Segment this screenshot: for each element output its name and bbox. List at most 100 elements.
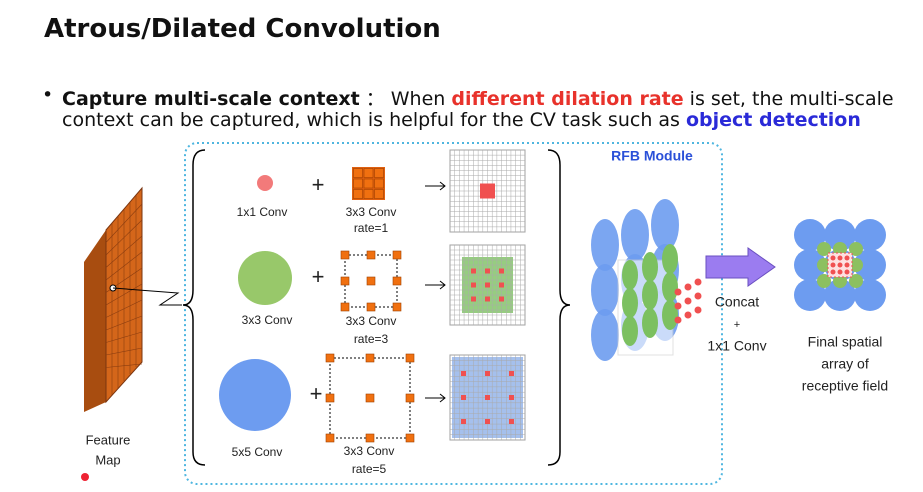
rate-label: rate=3 (354, 332, 389, 346)
final-green (849, 242, 863, 256)
rf-red (674, 316, 682, 324)
hit (485, 419, 490, 424)
feature-side (84, 230, 106, 412)
hit (485, 282, 490, 288)
rf-red (674, 302, 682, 310)
final-green (817, 242, 831, 256)
kernel-3x3 (238, 251, 292, 305)
final-red (830, 262, 836, 268)
concat-label: + (734, 319, 740, 331)
brace (182, 149, 206, 466)
hit (490, 188, 495, 194)
hit (485, 371, 490, 376)
rf-red (694, 278, 702, 286)
final-green (849, 274, 863, 288)
hit (461, 395, 466, 400)
connector (112, 287, 182, 306)
kernel-5x5 (219, 359, 291, 431)
rf-blue (591, 219, 619, 271)
kernel-cell (405, 433, 415, 443)
kernel-cell (374, 178, 384, 189)
hit (471, 296, 476, 302)
kernel-cell (325, 433, 335, 443)
kernel-cell (374, 189, 384, 199)
kernel-cell (365, 353, 375, 363)
concat-arrow (705, 247, 776, 287)
kernel-cell (325, 393, 335, 403)
output-label: array of (821, 356, 869, 372)
kernel-cell (353, 178, 363, 189)
hit (485, 268, 490, 274)
concat-label: 1x1 Conv (707, 338, 766, 354)
plus: + (312, 172, 325, 197)
kernel-cell (363, 168, 374, 178)
hit (485, 395, 490, 400)
hit (499, 268, 504, 274)
final-blue (854, 249, 886, 281)
hit (509, 419, 514, 424)
rf-red (684, 283, 692, 291)
rf-blue (651, 199, 679, 251)
module-box (184, 142, 723, 485)
kernel-cell (392, 302, 402, 312)
hit (461, 419, 466, 424)
concat-label: Concat (715, 294, 759, 310)
kernel-cell (363, 178, 374, 189)
rf-green (662, 244, 678, 274)
kernel-cell (325, 353, 335, 363)
dilated-label: 3x3 Conv (346, 314, 397, 328)
final-blue (794, 279, 826, 311)
text: is set, the multi-scale (683, 88, 894, 110)
hit (461, 371, 466, 376)
arrows (425, 181, 446, 403)
lead: Capture multi-scale context (62, 88, 360, 110)
plus: + (310, 381, 323, 406)
plus: + (312, 264, 325, 289)
kernel-label: 5x5 Conv (232, 445, 283, 459)
kernel-cell (353, 168, 363, 178)
rf-green (642, 252, 658, 282)
rate-label: rate=1 (354, 221, 389, 235)
kernel-cell (366, 302, 376, 312)
hit (490, 193, 495, 199)
cursor (81, 473, 89, 481)
final-red (830, 255, 836, 261)
final-red (837, 255, 843, 261)
kernel-cell (366, 276, 376, 286)
kernel-cell (365, 433, 375, 443)
module-label: RFB Module (611, 148, 693, 164)
rf-green (662, 300, 678, 330)
final-blue (854, 219, 886, 251)
hit (499, 282, 504, 288)
hit (499, 296, 504, 302)
hit (471, 268, 476, 274)
rf-blue (621, 209, 649, 261)
output-label: receptive field (802, 378, 888, 394)
brace (547, 149, 571, 466)
kernel-label: 1x1 Conv (237, 205, 288, 219)
final-blue (824, 279, 856, 311)
hit (485, 188, 490, 194)
hit (509, 395, 514, 400)
hit (480, 188, 485, 194)
highlight: object detection (685, 109, 861, 131)
kernel-cell (392, 276, 402, 286)
kernel-cell (365, 393, 375, 403)
hit (509, 371, 514, 376)
text: context can be captured, which is helpfu… (62, 109, 686, 131)
bullet-line: Capture multi-scale context： When differe… (62, 84, 894, 111)
rf-green (642, 280, 658, 310)
hit (490, 183, 495, 189)
rf-red (684, 297, 692, 305)
hit (471, 282, 476, 288)
bullet-dot: • (42, 84, 54, 106)
final-red (830, 269, 836, 275)
kernel-cell (340, 250, 350, 260)
kernel-cell (363, 189, 374, 199)
rf-red (694, 306, 702, 314)
kernel-label: 3x3 Conv (242, 313, 293, 327)
final-green (817, 274, 831, 288)
dilated-label: 3x3 Conv (346, 205, 397, 219)
